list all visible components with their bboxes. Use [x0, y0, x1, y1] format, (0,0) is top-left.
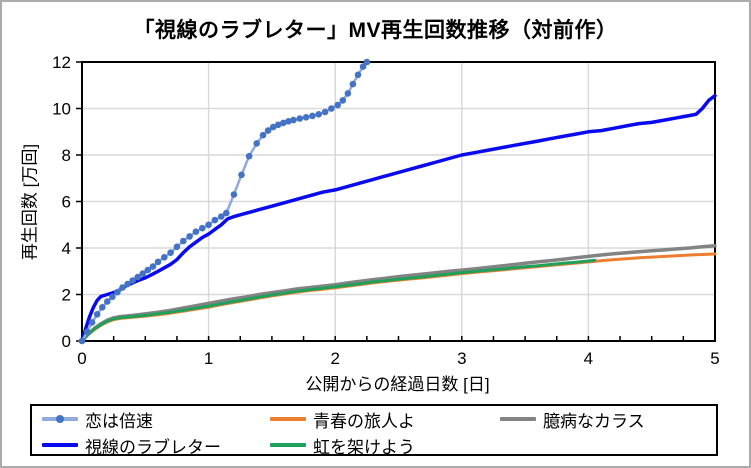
series-marker-koi-wa-baisoku	[192, 228, 200, 235]
series-marker-koi-wa-baisoku	[269, 123, 277, 131]
legend-item-seishun-no-tabibito-yo: 青春の旅人よ	[270, 406, 500, 432]
series-marker-koi-wa-baisoku	[167, 249, 174, 256]
series-marker-koi-wa-baisoku	[253, 140, 260, 147]
series-line-seishun-no-tabibito-yo	[80, 252, 717, 343]
x-tick-label: 0	[77, 349, 86, 368]
series-marker-koi-wa-baisoku	[223, 209, 230, 217]
legend-label: 虹を架けよう	[313, 437, 415, 457]
series-marker-koi-wa-baisoku	[315, 111, 323, 118]
series-marker-koi-wa-baisoku	[309, 112, 316, 120]
x-axis-title: 公開からの経過日数 [日]	[305, 375, 490, 394]
legend-label: 恋は倍速	[85, 411, 153, 431]
legend-swatch-line-with-marker-icon	[42, 415, 78, 423]
x-tick-label: 5	[710, 349, 719, 368]
series-marker-koi-wa-baisoku	[109, 293, 116, 301]
series-marker-koi-wa-baisoku	[363, 58, 371, 66]
series-marker-koi-wa-baisoku	[205, 221, 212, 229]
series-marker-koi-wa-baisoku	[328, 105, 335, 112]
series-marker-koi-wa-baisoku	[321, 108, 329, 116]
x-tick-label: 2	[330, 349, 339, 368]
x-tick-label: 1	[204, 349, 213, 368]
series-marker-koi-wa-baisoku	[285, 118, 292, 125]
series-marker-koi-wa-baisoku	[199, 224, 206, 232]
series-marker-koi-wa-baisoku	[259, 131, 267, 139]
y-tick-label: 12	[52, 53, 71, 72]
legend-item-koi-wa-baisoku: 恋は倍速	[42, 406, 270, 432]
series-marker-koi-wa-baisoku	[104, 298, 111, 305]
legend-label: 臆病なカラス	[543, 411, 645, 431]
series-marker-koi-wa-baisoku	[274, 121, 282, 129]
series-marker-koi-wa-baisoku	[161, 254, 168, 261]
legend-item-okubyou-na-karasu: 臆病なカラス	[500, 406, 716, 432]
x-tick-label: 4	[584, 349, 593, 368]
series-marker-koi-wa-baisoku	[230, 191, 238, 198]
legend-swatch-line-icon	[270, 443, 306, 447]
series-marker-koi-wa-baisoku	[88, 319, 96, 326]
y-axis-title: 再生回数 [万回]	[20, 143, 40, 261]
series-marker-koi-wa-baisoku	[280, 119, 287, 127]
series-marker-koi-wa-baisoku	[119, 284, 126, 291]
legend-item-niji-wo-kakeyou: 虹を架けよう	[270, 432, 500, 458]
series-marker-koi-wa-baisoku	[83, 328, 91, 336]
series-marker-koi-wa-baisoku	[339, 97, 347, 104]
legend-box: 恋は倍速 青春の旅人よ 臆病なカラス 視線のラブレター 虹を架けよう	[30, 404, 718, 458]
legend-item-shisen-no-love-letter: 視線のラブレター	[42, 432, 270, 458]
series-marker-koi-wa-baisoku	[354, 71, 362, 79]
legend-swatch-line-icon	[270, 417, 306, 421]
series-marker-koi-wa-baisoku	[154, 258, 162, 266]
series-marker-koi-wa-baisoku	[245, 152, 253, 160]
legend-swatch-line-icon	[42, 443, 78, 447]
legend-swatch-line-icon	[500, 417, 536, 421]
y-tick-label: 2	[62, 286, 71, 305]
series-line-okubyou-na-karasu	[80, 243, 717, 343]
y-tick-label: 0	[62, 332, 71, 351]
series-marker-koi-wa-baisoku	[129, 277, 136, 284]
series-line-niji-wo-kakeyou	[80, 258, 597, 343]
series-marker-koi-wa-baisoku	[218, 213, 225, 220]
series-marker-koi-wa-baisoku	[359, 63, 367, 70]
series-marker-koi-wa-baisoku	[334, 101, 342, 109]
y-tick-label: 6	[62, 193, 71, 212]
series-marker-koi-wa-baisoku	[186, 233, 193, 240]
x-tick-label: 3	[457, 349, 466, 368]
series-marker-koi-wa-baisoku	[134, 273, 141, 281]
series-line-shisen-no-love-letter	[80, 93, 717, 343]
series-marker-koi-wa-baisoku	[124, 280, 131, 288]
series-marker-koi-wa-baisoku	[114, 288, 121, 296]
chart-title: 「視線のラブレター」MV再生回数推移（対前作）	[133, 19, 618, 42]
series-marker-koi-wa-baisoku	[296, 115, 304, 122]
series-marker-koi-wa-baisoku	[99, 304, 106, 311]
series-marker-koi-wa-baisoku	[302, 114, 310, 121]
series-marker-koi-wa-baisoku	[139, 270, 147, 277]
series-marker-koi-wa-baisoku	[149, 263, 157, 270]
series-marker-koi-wa-baisoku	[173, 243, 181, 251]
series-marker-koi-wa-baisoku	[344, 90, 352, 97]
series-marker-koi-wa-baisoku	[211, 216, 219, 224]
series-marker-koi-wa-baisoku	[349, 80, 357, 88]
legend-label: 青春の旅人よ	[313, 411, 415, 431]
series-marker-koi-wa-baisoku	[93, 311, 101, 318]
series-marker-koi-wa-baisoku	[238, 171, 245, 179]
series-marker-koi-wa-baisoku	[78, 337, 86, 345]
series-marker-koi-wa-baisoku	[180, 237, 187, 245]
series-marker-koi-wa-baisoku	[264, 127, 272, 134]
legend-label: 視線のラブレター	[85, 437, 221, 457]
y-tick-label: 10	[52, 100, 71, 119]
series-marker-koi-wa-baisoku	[144, 266, 152, 274]
series-marker-koi-wa-baisoku	[290, 116, 297, 124]
y-tick-label: 4	[62, 239, 71, 258]
y-tick-label: 8	[62, 146, 71, 165]
